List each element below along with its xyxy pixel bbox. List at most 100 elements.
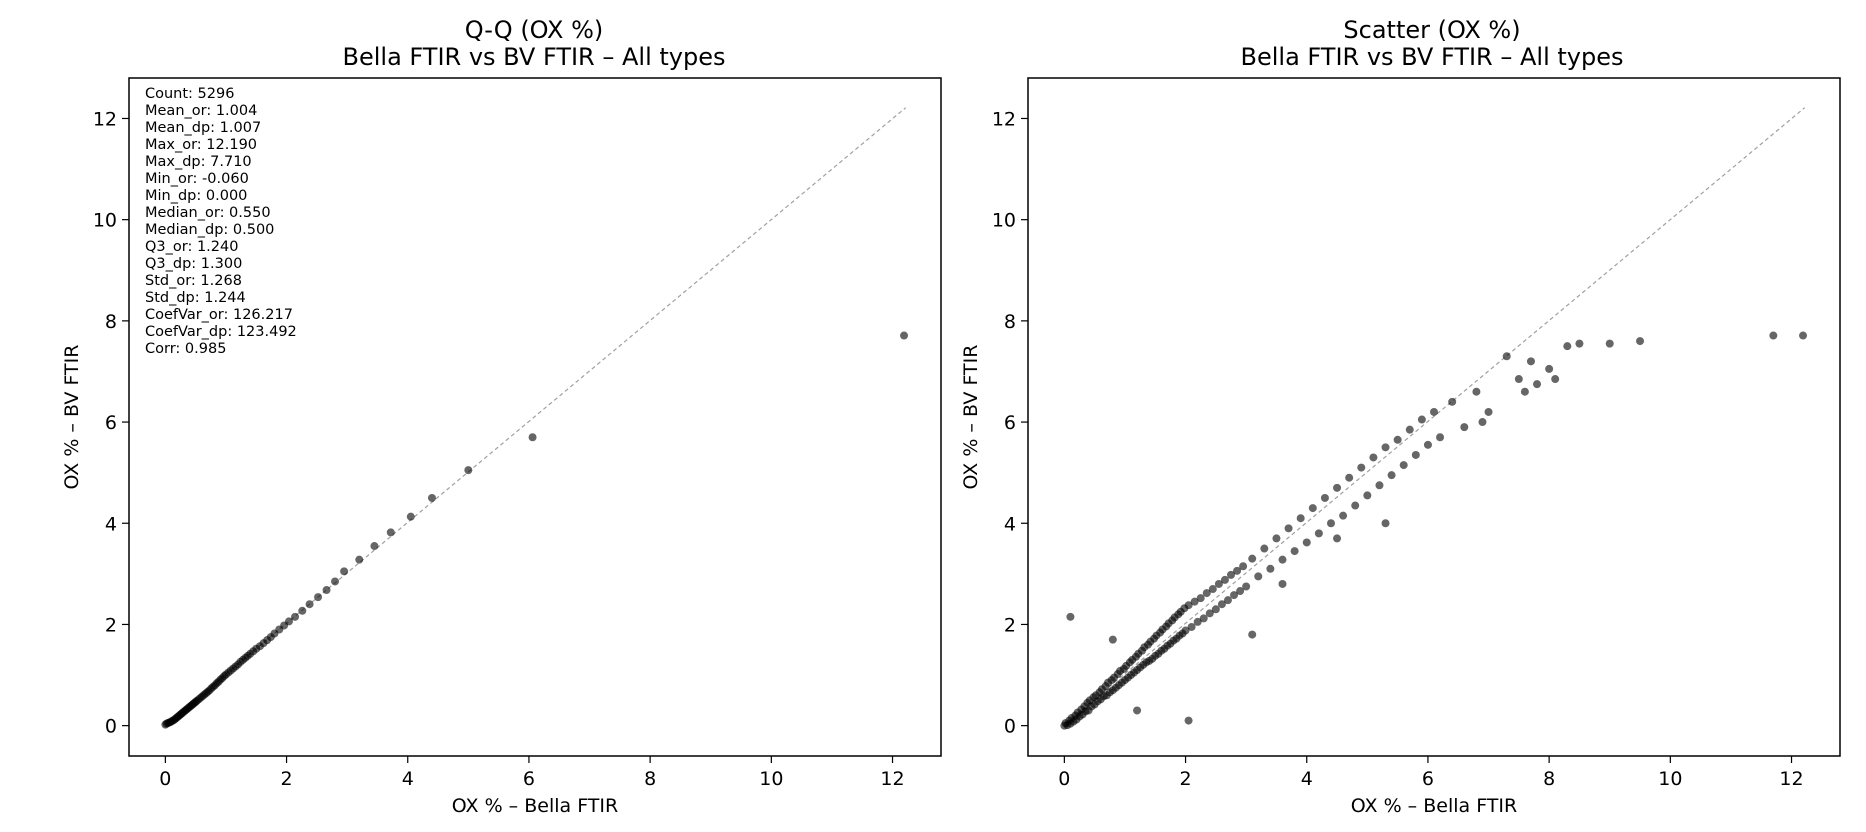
scatter-data-point — [1266, 564, 1275, 573]
qq-stat-line: Q3_or: 1.240 — [145, 239, 238, 255]
scatter-data-point — [1214, 579, 1223, 588]
qq-data-point — [322, 586, 331, 595]
qq-y-ticks: 0 2 4 6 8 10 12 — [93, 108, 129, 738]
qq-data-point — [900, 331, 909, 340]
scatter-data-point — [1381, 519, 1390, 528]
qq-data-point — [464, 466, 473, 475]
scatter-data-point — [1345, 473, 1354, 482]
scatter-x-tick-label: 2 — [1180, 768, 1192, 790]
scatter-y-tick-label: 8 — [1004, 311, 1016, 333]
scatter-x-tick-label: 0 — [1058, 768, 1070, 790]
scatter-data-point — [1260, 544, 1269, 553]
scatter-data-point — [1533, 380, 1542, 389]
scatter-data-point — [1223, 596, 1232, 605]
qq-x-axis-label: OX % – Bella FTIR — [452, 795, 618, 817]
scatter-data-point — [1278, 555, 1287, 564]
scatter-data-point — [1236, 587, 1245, 596]
scatter-data-point — [1184, 601, 1193, 610]
qq-stat-line: Median_dp: 0.500 — [145, 222, 274, 238]
scatter-data-point — [1478, 418, 1487, 427]
scatter-y-axis-label: OX % – BV FTIR — [960, 345, 982, 490]
scatter-data-point — [1278, 579, 1287, 588]
qq-y-tick-label: 6 — [105, 412, 117, 434]
qq-y-tick-label: 0 — [105, 716, 117, 738]
scatter-x-tick-label: 4 — [1301, 768, 1313, 790]
qq-stat-line: CoefVar_or: 126.217 — [145, 307, 293, 323]
qq-stat-line: Corr: 0.985 — [145, 341, 226, 357]
scatter-data-point — [1551, 375, 1560, 384]
scatter-data-point — [1381, 443, 1390, 452]
scatter-data-point — [1239, 562, 1248, 571]
scatter-y-tick-label: 0 — [1004, 716, 1016, 738]
scatter-data-point — [1333, 534, 1342, 543]
qq-stat-line: Mean_dp: 1.007 — [145, 120, 261, 136]
scatter-data-point — [1184, 716, 1193, 725]
scatter-data-point — [1514, 375, 1523, 384]
scatter-data-point — [1472, 387, 1481, 396]
scatter-data-point — [1436, 433, 1445, 442]
scatter-data-point — [1196, 594, 1205, 603]
scatter-y-tick-label: 6 — [1004, 412, 1016, 434]
scatter-data-point — [1333, 483, 1342, 492]
scatter-data-point — [1502, 352, 1511, 361]
scatter-data-point — [1636, 337, 1645, 346]
qq-data-point — [355, 555, 364, 564]
scatter-y-tick-label: 10 — [992, 210, 1016, 232]
qq-y-tick-label: 2 — [105, 614, 117, 636]
qq-stat-line: Std_dp: 1.244 — [145, 290, 246, 306]
scatter-data-point — [1460, 423, 1469, 432]
qq-x-ticks: 0 2 4 6 8 10 12 — [159, 756, 905, 790]
qq-x-tick-label: 0 — [159, 768, 171, 790]
scatter-data-point — [1448, 397, 1457, 406]
qq-stat-line: CoefVar_dp: 123.492 — [145, 324, 297, 340]
qq-stat-line: Max_or: 12.190 — [145, 137, 257, 153]
scatter-data-point — [1526, 357, 1535, 366]
scatter-data-point — [1187, 622, 1196, 631]
scatter-x-axis-label: OX % – Bella FTIR — [1351, 795, 1517, 817]
scatter-data-point — [1254, 572, 1263, 581]
scatter-data-point — [1520, 387, 1529, 396]
qq-data-point — [406, 512, 415, 521]
qq-stat-line: Median_or: 0.550 — [145, 205, 271, 221]
scatter-points — [1060, 331, 1808, 730]
qq-x-tick-label: 6 — [523, 768, 535, 790]
qq-plot-title: Q-Q (OX %) — [465, 16, 604, 44]
scatter-data-point — [1575, 339, 1584, 348]
scatter-plot-subtitle: Bella FTIR vs BV FTIR – All types — [1241, 43, 1624, 71]
scatter-reference-line — [1065, 107, 1806, 724]
scatter-y-ticks: 0 2 4 6 8 10 12 — [992, 108, 1028, 738]
qq-y-tick-label: 12 — [93, 108, 117, 130]
scatter-plot-title: Scatter (OX %) — [1343, 16, 1520, 44]
scatter-data-point — [1302, 538, 1311, 547]
scatter-data-point — [1248, 554, 1257, 563]
scatter-data-point — [1284, 524, 1293, 533]
qq-x-tick-label: 10 — [759, 768, 783, 790]
qq-reference-line — [166, 107, 907, 724]
scatter-data-point — [1181, 626, 1190, 635]
scatter-data-point — [1357, 463, 1366, 472]
scatter-data-point — [1199, 614, 1208, 623]
scatter-y-tick-label: 4 — [1004, 513, 1016, 535]
scatter-data-point — [1314, 529, 1323, 538]
qq-stat-line: Q3_dp: 1.300 — [145, 256, 242, 272]
scatter-data-point — [1208, 585, 1217, 594]
scatter-data-point — [1363, 491, 1372, 500]
scatter-plot-panel: Scatter (OX %) Bella FTIR vs BV FTIR – A… — [960, 16, 1841, 817]
qq-y-tick-label: 4 — [105, 513, 117, 535]
scatter-data-point — [1411, 450, 1420, 459]
scatter-x-tick-label: 8 — [1543, 768, 1555, 790]
scatter-data-point — [1227, 570, 1235, 579]
scatter-data-point — [1387, 471, 1396, 480]
scatter-data-point — [1405, 425, 1414, 434]
scatter-data-point — [1339, 511, 1348, 520]
scatter-data-point — [1423, 440, 1432, 449]
scatter-data-point — [1399, 461, 1408, 470]
scatter-data-point — [1211, 605, 1220, 614]
qq-plot-subtitle: Bella FTIR vs BV FTIR – All types — [343, 43, 726, 71]
scatter-data-point — [1272, 534, 1281, 543]
scatter-data-point — [1066, 612, 1075, 621]
scatter-data-point — [1248, 630, 1257, 639]
scatter-data-point — [1326, 519, 1335, 528]
scatter-data-point — [1205, 609, 1214, 618]
